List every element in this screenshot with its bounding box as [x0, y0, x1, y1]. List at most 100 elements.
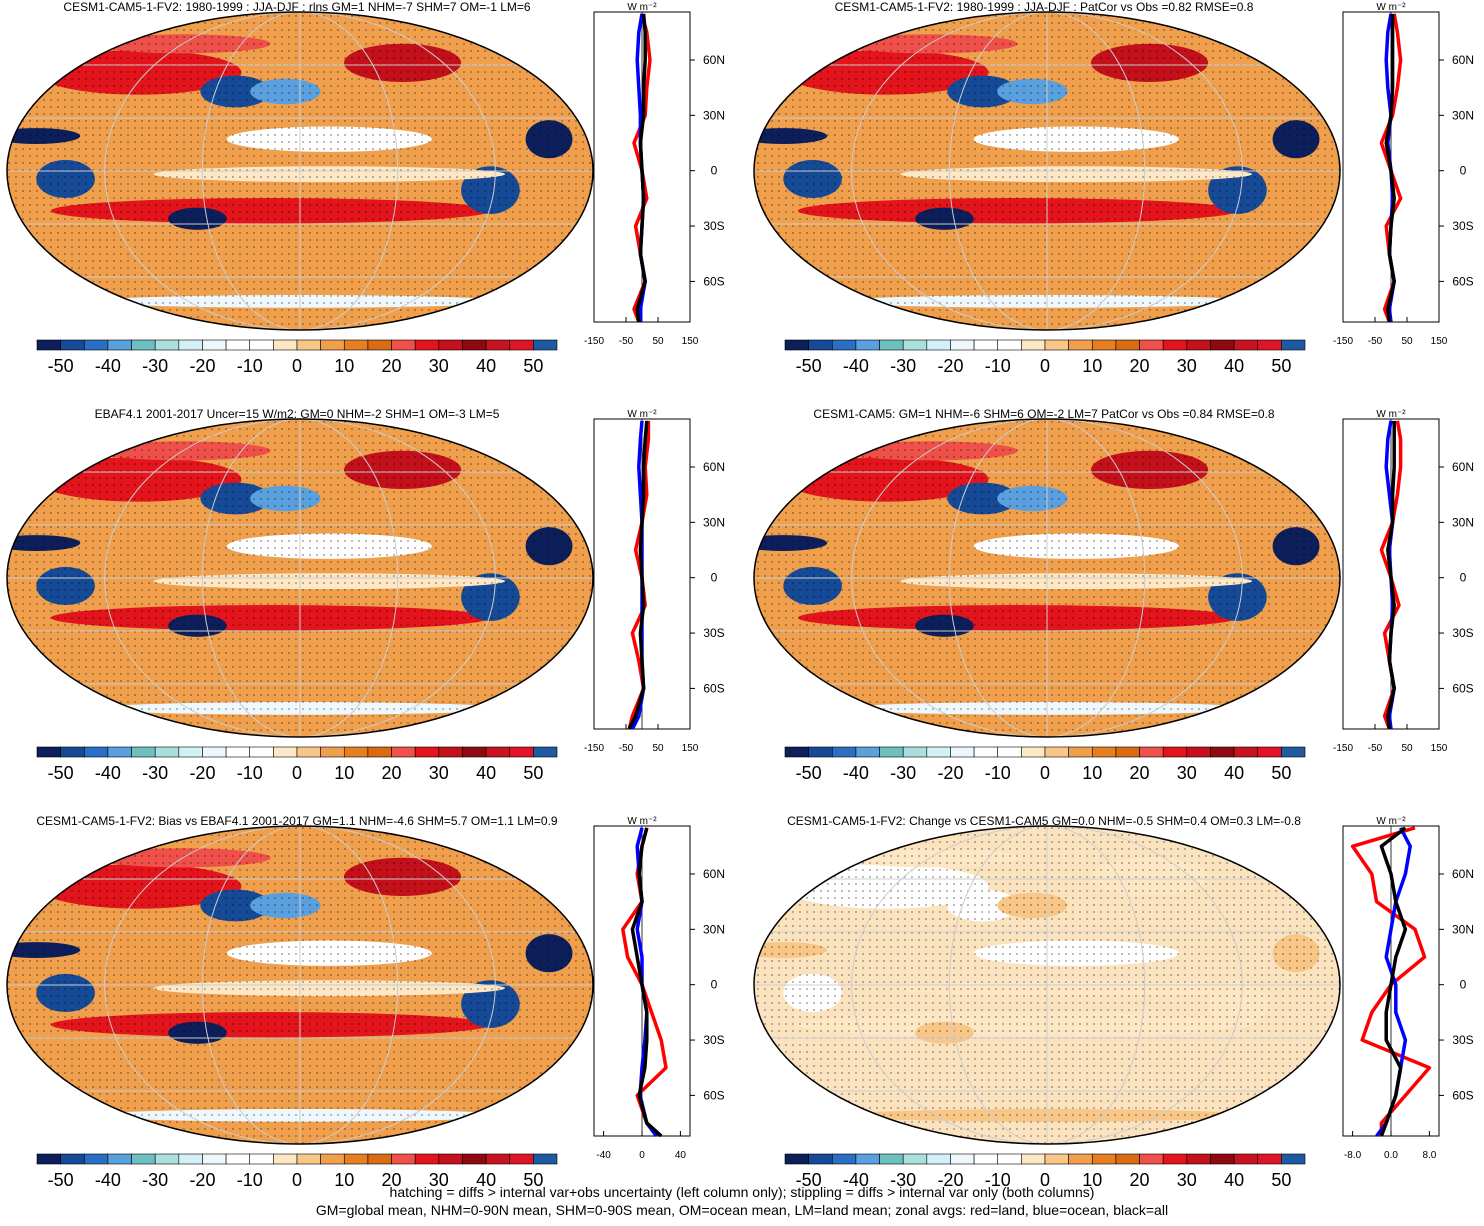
colorbar-box: [438, 746, 463, 758]
colorbar-box: [202, 1153, 227, 1165]
colorbar-label: -50: [796, 763, 822, 783]
colorbar-box: [107, 746, 132, 758]
colorbar-box: [485, 746, 511, 758]
map-border: [753, 418, 1341, 738]
colorbar-label: -40: [95, 763, 121, 783]
y-tick-label: 0: [1460, 571, 1467, 585]
meridian: [201, 826, 399, 1144]
colorbar-box: [1068, 746, 1093, 758]
colorbar-label: 40: [476, 1170, 496, 1190]
colorbar-box: [343, 339, 369, 351]
colorbar-label: 40: [1224, 763, 1244, 783]
colorbar-box: [60, 339, 85, 351]
zonal-units: W m⁻²: [627, 409, 657, 420]
zonal-line: [630, 827, 663, 1138]
colorbar-box: [1139, 339, 1164, 351]
colorbar-label: 20: [1130, 356, 1150, 376]
colorbar-box: [784, 339, 809, 351]
map: [7, 12, 593, 330]
colorbar-label: -20: [189, 1170, 215, 1190]
y-tick-label: 0: [711, 571, 718, 585]
colorbar-box: [1257, 1153, 1282, 1165]
colorbar-box: [1186, 1153, 1211, 1165]
colorbar-box: [533, 746, 558, 758]
colorbar-label: -50: [796, 356, 822, 376]
colorbar-label: 10: [334, 763, 354, 783]
colorbar-label: 30: [1177, 356, 1197, 376]
colorbar-box: [60, 746, 85, 758]
y-tick-label: 30S: [1452, 1033, 1473, 1047]
y-tick-label: 60N: [1452, 53, 1474, 67]
colorbar-box: [1233, 339, 1259, 351]
panel-title: CESM1-CAM5-1-FV2: 1980-1999 : JJA-DJF : …: [835, 0, 1254, 14]
colorbar-label: -50: [48, 1170, 74, 1190]
colorbar-label: -20: [937, 356, 963, 376]
colorbar-box: [391, 746, 416, 758]
colorbar-label: -30: [142, 763, 168, 783]
colorbar-box: [1162, 339, 1188, 351]
colorbar-box: [973, 339, 999, 351]
colorbar-box: [1021, 746, 1046, 758]
colorbar-box: [131, 1153, 156, 1165]
colorbar-box: [997, 746, 1022, 758]
x-tick-label: 8.0: [1422, 1150, 1436, 1161]
x-tick-label: 50: [652, 336, 664, 347]
x-tick-label: 150: [1431, 743, 1448, 754]
colorbar-label: 40: [1224, 1170, 1244, 1190]
x-tick-label: 50: [652, 743, 664, 754]
colorbar-box: [154, 746, 180, 758]
colorbar-label: -10: [237, 763, 263, 783]
colorbar-box: [60, 1153, 85, 1165]
colorbar-box: [1068, 339, 1093, 351]
colorbar-label: -50: [796, 1170, 822, 1190]
colorbar-box: [202, 746, 227, 758]
colorbar-box: [320, 1153, 345, 1165]
colorbar-box: [462, 1153, 487, 1165]
zonal-units: W m⁻²: [1376, 409, 1406, 420]
colorbar-box: [462, 339, 487, 351]
colorbar-label: 50: [1271, 763, 1291, 783]
colorbar-box: [1091, 746, 1117, 758]
meridian: [948, 419, 1146, 737]
colorbar-label: -20: [189, 356, 215, 376]
colorbar-box: [485, 339, 511, 351]
colorbar-box: [879, 339, 904, 351]
meridian: [948, 12, 1146, 330]
meridian: [104, 826, 496, 1144]
colorbar-box: [1257, 339, 1282, 351]
colorbar-box: [1162, 746, 1188, 758]
colorbar-box: [367, 1153, 392, 1165]
colorbar-box: [225, 746, 251, 758]
y-tick-label: 30S: [703, 626, 724, 640]
colorbar-box: [855, 339, 880, 351]
colorbar-box: [391, 339, 416, 351]
x-tick-label: -150: [584, 336, 604, 347]
panel-title: CESM1-CAM5-1-FV2: Change vs CESM1-CAM5 G…: [787, 814, 1301, 828]
colorbar-box: [1210, 746, 1235, 758]
colorbar-label: -30: [142, 1170, 168, 1190]
zonal-line: [1386, 420, 1396, 730]
colorbar-box: [131, 746, 156, 758]
colorbar-label: 50: [1271, 1170, 1291, 1190]
colorbar-box: [950, 1153, 975, 1165]
colorbar-box: [879, 746, 904, 758]
map: [754, 419, 1340, 737]
y-tick-label: 60N: [703, 460, 725, 474]
colorbar-box: [926, 746, 951, 758]
y-tick-label: 60S: [703, 1088, 724, 1102]
colorbar-box: [485, 1153, 511, 1165]
colorbar-label: 20: [382, 1170, 402, 1190]
map-border: [6, 418, 594, 738]
colorbar-box: [1115, 339, 1140, 351]
colorbar-box: [1281, 1153, 1306, 1165]
colorbar-label: 20: [382, 356, 402, 376]
colorbar-box: [1115, 1153, 1140, 1165]
colorbar-box: [808, 746, 833, 758]
colorbar-label: 0: [1040, 763, 1050, 783]
colorbar-box: [1021, 339, 1046, 351]
colorbar-box: [784, 1153, 809, 1165]
colorbar-box: [414, 339, 440, 351]
colorbar-box: [855, 746, 880, 758]
colorbar-box: [1044, 746, 1069, 758]
